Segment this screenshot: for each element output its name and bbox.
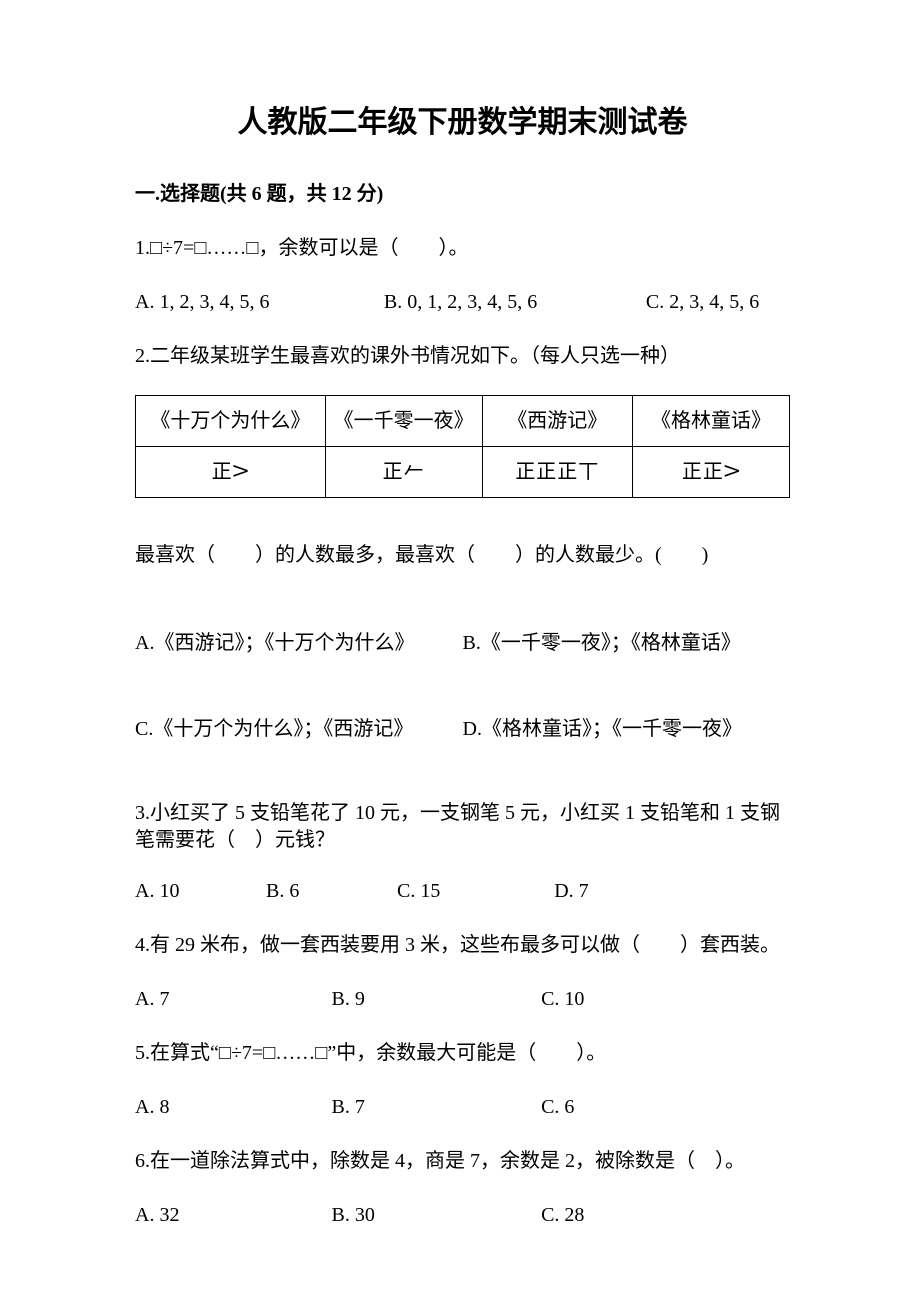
- table-header-row: 《十万个为什么》 《一千零一夜》 《西游记》 《格林童话》: [136, 396, 790, 447]
- q3-opt-c: C. 15: [397, 876, 554, 906]
- exam-page: 人教版二年级下册数学期末测试卷 一.选择题(共 6 题，共 12 分) 1.□÷…: [0, 0, 920, 1312]
- q3-opt-b: B. 6: [266, 876, 397, 906]
- section-1-heading: 一.选择题(共 6 题，共 12 分): [135, 179, 790, 209]
- q2-opt-b: B.《一千零一夜》；《格林童话》: [463, 628, 791, 658]
- q1-opt-a: A. 1, 2, 3, 4, 5, 6: [135, 287, 384, 317]
- q4-opt-c: C. 10: [541, 984, 738, 1014]
- q2-table: 《十万个为什么》 《一千零一夜》 《西游记》 《格林童话》 正𝈷 正𠂉 正正正丅…: [135, 395, 790, 498]
- page-title: 人教版二年级下册数学期末测试卷: [135, 100, 790, 145]
- tally-3: 正正正丅: [482, 447, 632, 498]
- q6-opt-a: A. 32: [135, 1200, 332, 1230]
- q4-options: A. 7 B. 9 C. 10: [135, 984, 790, 1014]
- q5-opt-b: B. 7: [332, 1092, 542, 1122]
- q6-stem: 6.在一道除法算式中，除数是 4，商是 7，余数是 2，被除数是（ ）。: [135, 1144, 790, 1178]
- q5-opt-a: A. 8: [135, 1092, 332, 1122]
- col-header-2: 《一千零一夜》: [325, 396, 482, 447]
- q3-opt-d: D. 7: [554, 876, 685, 906]
- q4-opt-b: B. 9: [332, 984, 542, 1014]
- col-header-3: 《西游记》: [482, 396, 632, 447]
- q2-substem: 最喜欢（ ）的人数最多，最喜欢（ ）的人数最少。( ): [135, 538, 790, 572]
- q2-opt-d: D.《格林童话》；《一千零一夜》: [463, 714, 791, 744]
- q5-opt-c: C. 6: [541, 1092, 738, 1122]
- tally-1: 正𝈷: [136, 447, 326, 498]
- q1-options: A. 1, 2, 3, 4, 5, 6 B. 0, 1, 2, 3, 4, 5,…: [135, 287, 790, 317]
- q6-options: A. 32 B. 30 C. 28: [135, 1200, 790, 1230]
- col-header-1: 《十万个为什么》: [136, 396, 326, 447]
- col-header-4: 《格林童话》: [633, 396, 790, 447]
- q4-stem: 4.有 29 米布，做一套西装要用 3 米，这些布最多可以做（ ）套西装。: [135, 928, 790, 962]
- q3-options: A. 10 B. 6 C. 15 D. 7: [135, 876, 790, 906]
- table-tally-row: 正𝈷 正𠂉 正正正丅 正正𝈷: [136, 447, 790, 498]
- q2-options-row2: C.《十万个为什么》；《西游记》 D.《格林童话》；《一千零一夜》: [135, 714, 790, 744]
- q5-stem: 5.在算式“□÷7=□……□”中，余数最大可能是（ ）。: [135, 1036, 790, 1070]
- q2-stem: 2.二年级某班学生最喜欢的课外书情况如下。（每人只选一种）: [135, 339, 790, 373]
- q5-options: A. 8 B. 7 C. 6: [135, 1092, 790, 1122]
- q3-stem: 3.小红买了 5 支铅笔花了 10 元，一支钢笔 5 元，小红买 1 支铅笔和 …: [135, 800, 790, 854]
- books-table: 《十万个为什么》 《一千零一夜》 《西游记》 《格林童话》 正𝈷 正𠂉 正正正丅…: [135, 395, 790, 498]
- tally-4: 正正𝈷: [633, 447, 790, 498]
- q1-stem: 1.□÷7=□……□，余数可以是（ ）。: [135, 231, 790, 265]
- q2-opt-a: A.《西游记》；《十万个为什么》: [135, 628, 463, 658]
- tally-2: 正𠂉: [325, 447, 482, 498]
- q1-opt-c: C. 2, 3, 4, 5, 6: [646, 287, 790, 317]
- q3-opt-a: A. 10: [135, 876, 266, 906]
- q6-opt-c: C. 28: [541, 1200, 738, 1230]
- q1-opt-b: B. 0, 1, 2, 3, 4, 5, 6: [384, 287, 646, 317]
- q6-opt-b: B. 30: [332, 1200, 542, 1230]
- q2-opt-c: C.《十万个为什么》；《西游记》: [135, 714, 463, 744]
- q4-opt-a: A. 7: [135, 984, 332, 1014]
- q2-options-row1: A.《西游记》；《十万个为什么》 B.《一千零一夜》；《格林童话》: [135, 628, 790, 658]
